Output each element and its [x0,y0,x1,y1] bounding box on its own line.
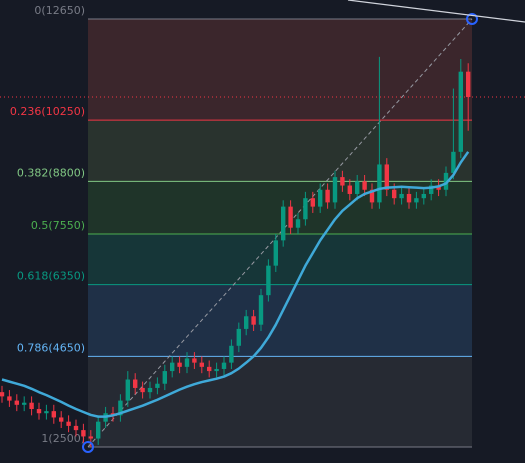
candle-body [355,181,360,194]
candle-body [236,328,241,346]
candle-body [221,362,227,369]
fib-band [88,284,472,357]
candle-body [244,316,249,329]
candle-body [281,206,286,241]
candle-body [377,164,382,203]
candle-body [325,189,330,203]
candle-body [362,181,367,190]
fib-label: 0.618(6350) [17,270,85,283]
candle-body [421,193,426,199]
candle-body [406,193,412,203]
fib-label: 0.382(8800) [17,166,85,179]
candle-body [66,421,71,426]
candle-body [273,240,278,266]
fib-band [88,181,472,235]
candle-body [466,71,471,97]
candle-body [318,189,323,207]
candle-body [88,436,93,439]
fib-label: 0.786(4650) [17,341,85,354]
fib-label: 0.5(7550) [31,219,85,232]
candle-body [192,358,197,363]
trend-line [347,0,525,23]
candle-body [369,189,375,203]
candle-body [288,206,293,228]
candle-body [162,371,167,384]
candle-body [199,362,204,367]
candle-body [303,198,308,220]
candle-body [451,151,456,173]
candle-body [22,402,27,405]
candle-body [229,345,234,363]
fib-label: 0.236(10250) [10,105,85,118]
candle-body [51,411,56,418]
moving-average [1,151,470,418]
candle-body [392,189,397,199]
fib-trend [87,18,473,448]
fib-band [88,234,472,285]
candle-body [44,411,49,414]
candle-body [295,219,301,228]
candle-body [310,198,315,207]
candle-body [384,164,389,190]
fib-levels: 0(12650) 0.236(10250) 0.382(8800) 0.5(7550)… [10,4,473,448]
candle-body [214,368,219,372]
candle-body [170,362,175,372]
fib-band [88,356,472,447]
candle-body [207,366,212,372]
candle-body [14,400,19,405]
fib-anchor [466,12,478,25]
candle-body [258,295,264,325]
candle-body [125,379,130,401]
candle-body [140,387,145,393]
candle-body [458,71,463,152]
candle-body [36,409,42,414]
candle-body [266,265,271,296]
fib-band [88,120,472,182]
candle-body [429,185,434,194]
candle-body [184,358,190,367]
fib-anchor [82,440,94,453]
candle-body [73,425,79,431]
fib-label: 0(12650) [34,4,85,17]
fib-label: 1(2500) [41,432,85,445]
candle-body [96,421,101,439]
candle-body [0,392,5,397]
candle-body [29,402,34,410]
candle-body [7,396,12,401]
candle-body [147,387,153,393]
candle-body [59,417,64,422]
candle-body [414,198,419,203]
candle-body [155,383,160,388]
candle-body [347,185,352,194]
candle-body [332,177,338,203]
fib-bands [88,18,472,447]
candle-body [251,316,256,325]
candle-body [443,172,449,190]
candle-body [399,193,404,199]
candle-body [177,362,182,367]
candles [0,12,525,453]
candle-body [340,177,345,186]
fib-band [88,18,472,121]
candle-body [133,379,138,388]
candle-body [118,400,123,416]
candle-body [81,430,86,437]
